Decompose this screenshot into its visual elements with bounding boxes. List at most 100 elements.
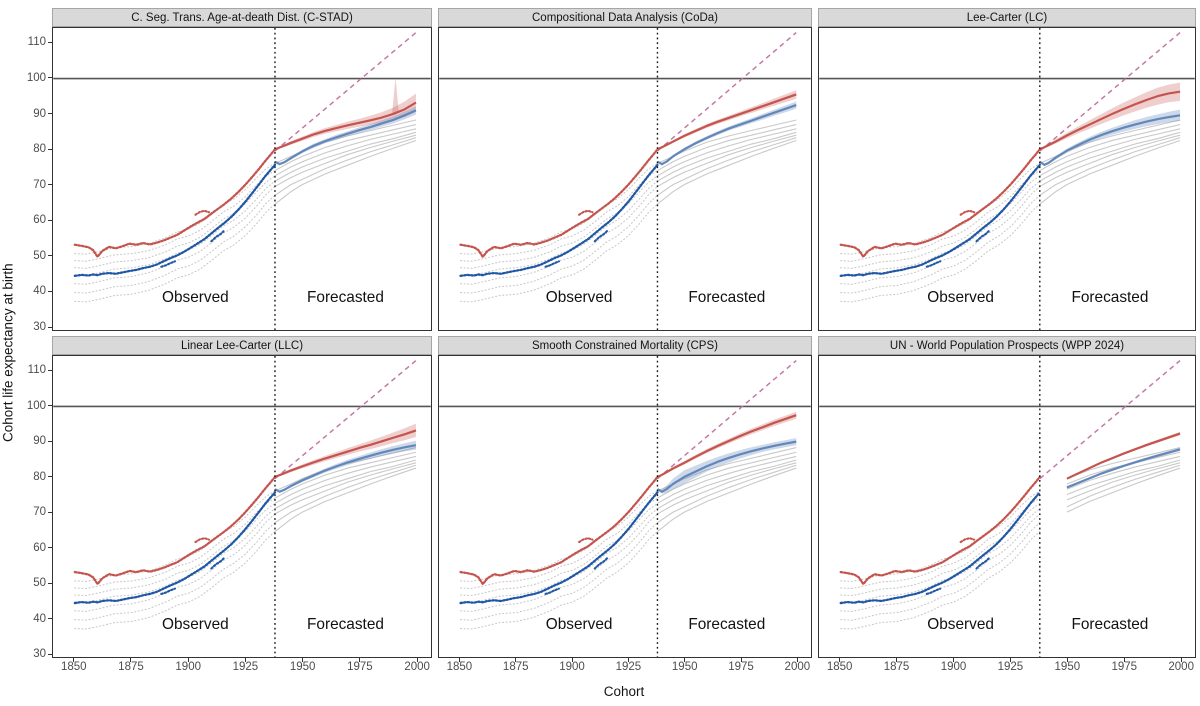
gray-observed-series (74, 502, 276, 597)
x-tick-mark (896, 658, 898, 662)
x-tick-mark (73, 658, 75, 662)
x-tick-mark (839, 658, 841, 662)
blue-outlier-points (160, 260, 176, 268)
trend-dashed-line (656, 360, 797, 480)
gray-observed-series (459, 530, 659, 630)
trend-dashed-line (1039, 32, 1181, 152)
blue-forecast-line (274, 109, 417, 166)
y-tick-mark (48, 290, 52, 292)
trend-dashed-line (274, 360, 417, 480)
gray-observed-series (74, 497, 276, 590)
forecasted-label: Forecasted (688, 289, 765, 306)
x-tick-label: 1875 (118, 661, 144, 673)
gray-forecast-series (274, 124, 417, 172)
blue-outlier-points (975, 556, 992, 570)
gray-forecast-series (274, 137, 417, 196)
x-tick-mark (187, 658, 189, 662)
blue-forecast-line (656, 104, 797, 166)
panel-cps: Observed Forecasted (438, 355, 812, 658)
gray-observed-series (459, 502, 659, 597)
y-tick-mark (48, 326, 52, 328)
x-tick-label: 1975 (347, 661, 373, 673)
x-tick-label: 1900 (559, 661, 585, 673)
blue-observed-points (459, 491, 659, 605)
blue-outlier-points (593, 556, 610, 570)
forecasted-label: Forecasted (688, 616, 765, 633)
x-tick-mark (952, 658, 954, 662)
y-tick-label: 70 (33, 506, 46, 519)
red-observed-points (839, 475, 1041, 587)
blue-observed-points (73, 491, 277, 605)
x-tick-label: 2000 (404, 661, 430, 673)
red-observed-points (839, 148, 1041, 259)
gray-forecast-series (1039, 128, 1181, 177)
gray-forecast-series (274, 131, 417, 182)
red-observed-points (73, 475, 277, 587)
chart-canvas-cps: Observed Forecasted (439, 356, 811, 657)
blue-observed-points (459, 163, 659, 278)
x-tick-label: 1975 (1111, 661, 1138, 673)
gray-observed-series (459, 185, 659, 285)
forecasted-label: Forecasted (1071, 616, 1148, 633)
red-observed-points (459, 148, 659, 259)
blue-forecast-ribbon (274, 106, 416, 166)
x-tick-mark (1123, 658, 1125, 662)
gray-forecast-series (274, 464, 417, 524)
x-tick-mark (1009, 658, 1011, 662)
gray-forecast-series (274, 139, 417, 205)
blue-forecast-ribbon (1039, 109, 1181, 166)
gray-forecast-series (1039, 137, 1181, 196)
gray-forecast-series (657, 131, 797, 182)
blue-outlier-points (593, 228, 610, 243)
panel-cstad: Observed Forecasted (52, 27, 432, 331)
gray-forecast-series (657, 455, 797, 504)
gray-forecast-series (274, 451, 417, 499)
y-tick-label: 110 (27, 364, 46, 377)
red-outlier-points (959, 209, 976, 216)
panel-llc: Observed Forecasted (52, 355, 432, 658)
gray-forecast-series (1039, 139, 1181, 205)
gray-observed-series (74, 513, 276, 612)
gray-forecast-series (274, 462, 417, 515)
y-tick-label: 50 (33, 249, 46, 262)
y-tick-mark (48, 405, 52, 407)
red-outlier-points (578, 209, 594, 216)
y-tick-mark (48, 41, 52, 43)
blue-forecast-line (656, 440, 797, 493)
x-tick-label: 1900 (940, 661, 967, 673)
gray-forecast-series (274, 459, 417, 510)
y-tick-label: 30 (33, 648, 46, 661)
y-tick-label: 90 (33, 107, 46, 120)
blue-observed-points (839, 163, 1041, 278)
blue-outlier-points (210, 228, 226, 243)
gray-forecast-series (657, 139, 797, 205)
blue-outlier-points (975, 228, 992, 243)
y-tick-label: 30 (33, 321, 46, 334)
red-observed-points (459, 475, 659, 587)
x-tick-mark (571, 658, 573, 662)
x-tick-mark (359, 658, 361, 662)
gray-forecast-series (274, 455, 417, 504)
chart-canvas-wpp: Observed Forecasted (819, 356, 1195, 657)
red-forecast-line (1039, 90, 1181, 151)
y-tick-label: 100 (26, 399, 46, 412)
red-forecast-line (657, 93, 797, 151)
gray-forecast-series (657, 462, 797, 515)
x-tick-label: 1875 (883, 661, 910, 673)
y-tick-mark (48, 219, 52, 221)
gray-observed-series (840, 162, 1041, 255)
gray-forecast-series (274, 119, 417, 164)
blue-forecast-line (274, 444, 417, 493)
gray-forecast-series (657, 459, 797, 510)
gray-observed-series (459, 194, 659, 294)
y-tick-mark (48, 476, 52, 478)
x-tick-label: 2000 (784, 661, 811, 673)
gray-forecast-series (1066, 455, 1181, 490)
observed-label: Observed (927, 289, 994, 306)
blue-outlier-points (925, 260, 942, 268)
gray-forecast-series (274, 467, 417, 532)
trend-dashed-line (656, 32, 797, 152)
observed-label: Observed (546, 616, 613, 633)
observed-label: Observed (162, 616, 229, 633)
y-tick-label: 90 (33, 435, 46, 448)
